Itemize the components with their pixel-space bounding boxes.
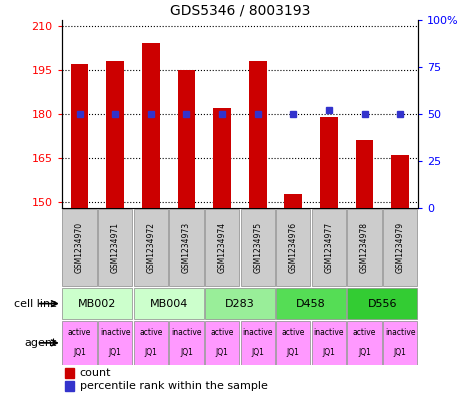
Bar	[178, 70, 195, 208]
Bar	[347, 321, 382, 365]
Bar	[347, 209, 382, 286]
Text: D458: D458	[296, 299, 326, 309]
Bar	[383, 209, 418, 286]
Text: MB002: MB002	[78, 299, 116, 309]
Text: GSM1234978: GSM1234978	[360, 222, 369, 273]
Bar	[347, 288, 418, 319]
Bar	[65, 368, 74, 378]
Bar	[391, 155, 409, 208]
Text: inactive: inactive	[242, 329, 273, 338]
Text: active: active	[282, 329, 305, 338]
Text: active: active	[139, 329, 162, 338]
Title: GDS5346 / 8003193: GDS5346 / 8003193	[170, 3, 310, 17]
Bar	[142, 43, 160, 208]
Bar	[134, 321, 168, 365]
Text: GSM1234975: GSM1234975	[253, 222, 262, 273]
Text: JQ1: JQ1	[323, 348, 335, 357]
Text: inactive: inactive	[385, 329, 416, 338]
Bar	[63, 321, 97, 365]
Text: JQ1: JQ1	[144, 348, 157, 357]
Bar	[312, 321, 346, 365]
Bar	[65, 381, 74, 391]
Text: GSM1234979: GSM1234979	[396, 222, 405, 273]
Bar	[134, 209, 168, 286]
Text: JQ1: JQ1	[251, 348, 264, 357]
Bar	[356, 141, 373, 208]
Text: active: active	[210, 329, 234, 338]
Bar	[383, 321, 418, 365]
Bar	[169, 321, 203, 365]
Text: GSM1234977: GSM1234977	[324, 222, 333, 273]
Bar	[276, 288, 346, 319]
Text: cell line: cell line	[14, 299, 57, 309]
Text: MB004: MB004	[150, 299, 188, 309]
Text: active: active	[353, 329, 376, 338]
Bar	[285, 193, 302, 208]
Bar	[240, 209, 275, 286]
Text: GSM1234972: GSM1234972	[146, 222, 155, 273]
Text: agent: agent	[25, 338, 57, 348]
Bar	[98, 321, 132, 365]
Text: JQ1: JQ1	[358, 348, 371, 357]
Bar	[63, 288, 132, 319]
Text: count: count	[80, 368, 111, 378]
Text: active: active	[68, 329, 91, 338]
Text: inactive: inactive	[171, 329, 202, 338]
Bar	[240, 321, 275, 365]
Bar	[98, 209, 132, 286]
Text: GSM1234974: GSM1234974	[218, 222, 227, 273]
Bar	[106, 61, 124, 208]
Bar	[213, 108, 231, 208]
Text: JQ1: JQ1	[73, 348, 86, 357]
Bar	[63, 209, 97, 286]
Text: inactive: inactive	[100, 329, 131, 338]
Text: GSM1234976: GSM1234976	[289, 222, 298, 273]
Bar	[276, 321, 310, 365]
Text: inactive: inactive	[314, 329, 344, 338]
Bar	[134, 288, 204, 319]
Text: D283: D283	[225, 299, 255, 309]
Text: GSM1234971: GSM1234971	[111, 222, 120, 273]
Text: JQ1: JQ1	[394, 348, 407, 357]
Bar	[205, 321, 239, 365]
Text: JQ1: JQ1	[287, 348, 300, 357]
Bar	[71, 64, 88, 208]
Bar	[312, 209, 346, 286]
Bar	[320, 117, 338, 208]
Text: D556: D556	[368, 299, 397, 309]
Bar	[205, 209, 239, 286]
Bar	[249, 61, 266, 208]
Text: GSM1234973: GSM1234973	[182, 222, 191, 273]
Text: JQ1: JQ1	[109, 348, 122, 357]
Bar	[205, 288, 275, 319]
Bar	[169, 209, 203, 286]
Bar	[276, 209, 310, 286]
Text: JQ1: JQ1	[180, 348, 193, 357]
Text: JQ1: JQ1	[216, 348, 228, 357]
Text: GSM1234970: GSM1234970	[75, 222, 84, 273]
Text: percentile rank within the sample: percentile rank within the sample	[80, 381, 267, 391]
